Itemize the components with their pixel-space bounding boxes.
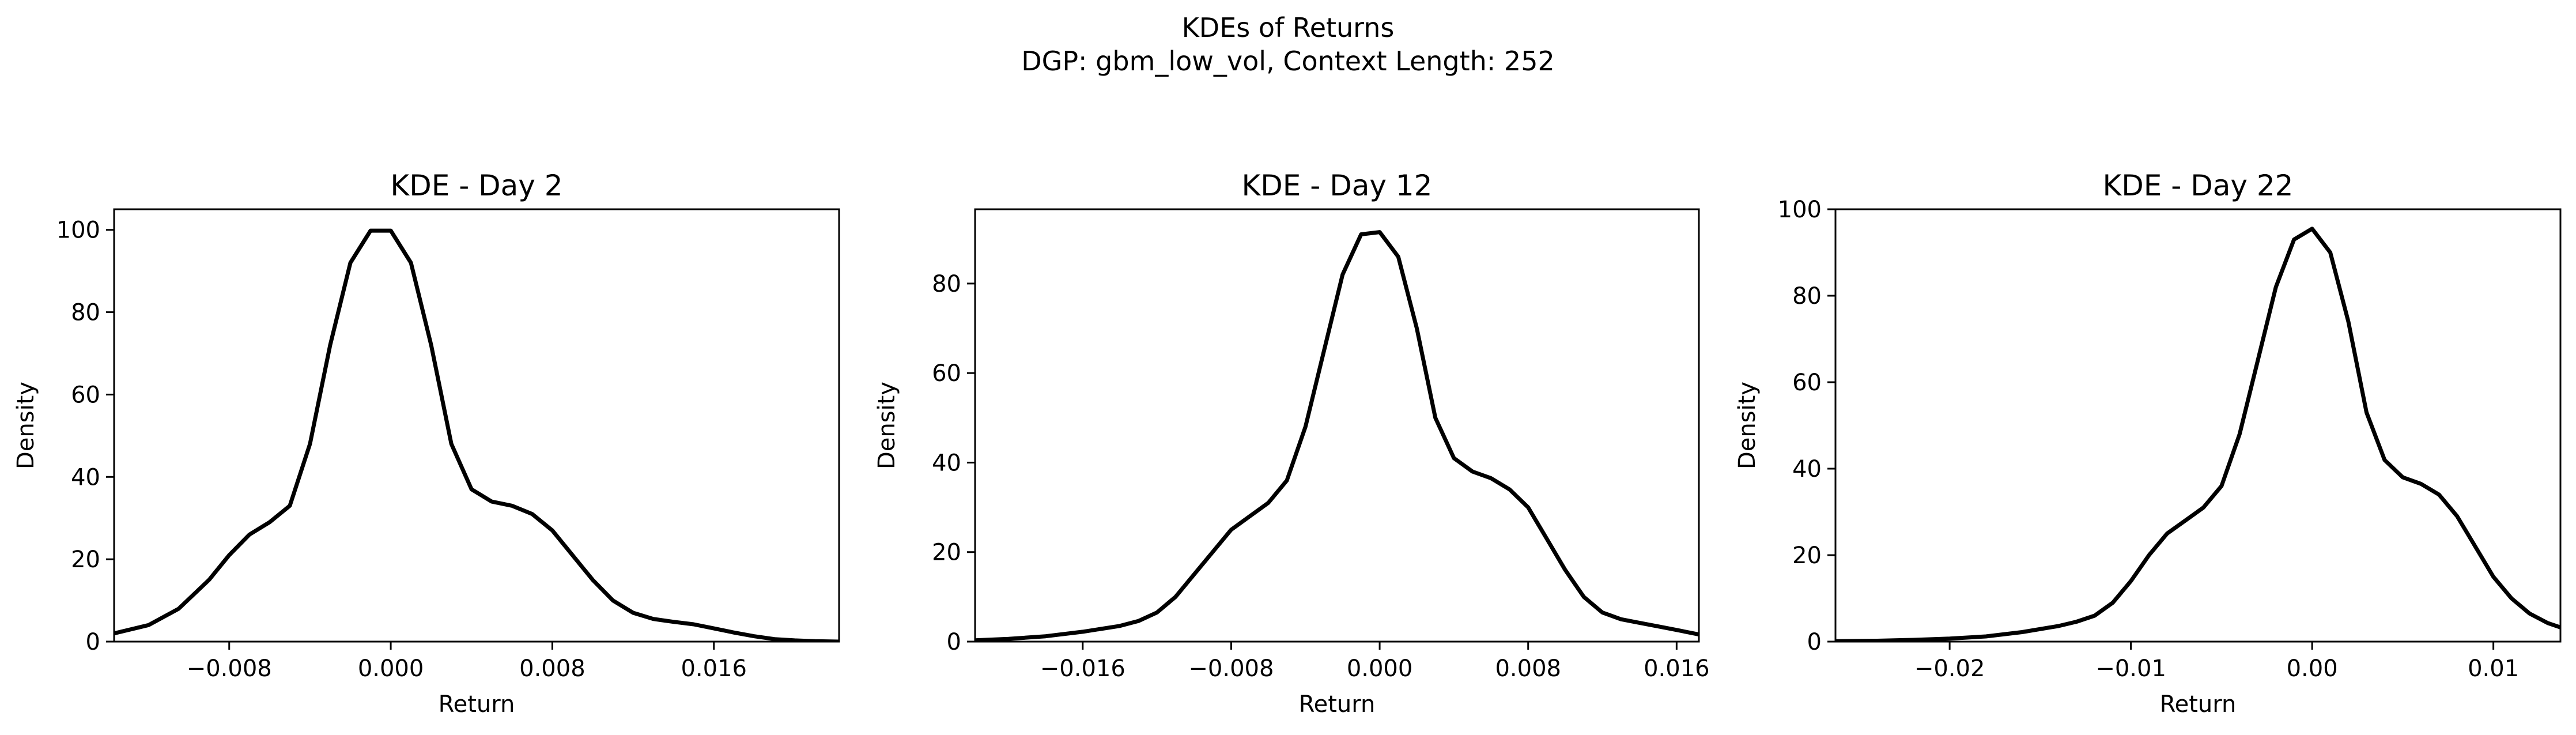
x-tick-label: 0.008 [1495, 655, 1561, 682]
x-tick-label: −0.02 [1914, 655, 1985, 682]
x-tick-label: 0.00 [2287, 655, 2338, 682]
x-tick-label: −0.016 [1040, 655, 1125, 682]
y-axis-label: Density [874, 382, 900, 469]
axes-frame [1834, 208, 2562, 643]
figure-title-line-1: KDEs of Returns [1182, 12, 1395, 43]
y-tick-label: 40 [1792, 456, 1822, 483]
y-tick-label: 80 [1792, 283, 1822, 310]
x-axis-label: Return [439, 691, 515, 718]
y-tick-label: 80 [932, 271, 961, 297]
y-tick-label: 20 [1792, 542, 1822, 569]
subplot-2: KDE - Day 12 −0.016 −0.008 0.000 0.008 0.016 0… [874, 169, 1710, 718]
x-tick-label: 0.000 [1347, 655, 1413, 682]
y-tick-label: 0 [1807, 629, 1822, 655]
y-tick-label: 20 [71, 546, 100, 573]
subplot-3: KDE - Day 22 −0.02 −0.01 0.00 0.01 0 20 40 60 80 1… [1734, 169, 2562, 718]
y-axis-label: Density [13, 382, 39, 469]
x-tick-label: −0.008 [1188, 655, 1274, 682]
subplot-title: KDE - Day 22 [2103, 169, 2294, 202]
kde-curve [975, 230, 1699, 642]
y-tick-label: 0 [86, 629, 100, 655]
x-tick-label: −0.008 [187, 655, 272, 682]
y-tick-label: 40 [71, 464, 100, 491]
subplot-title: KDE - Day 2 [390, 169, 562, 202]
y-tick-label: 60 [1792, 370, 1822, 396]
x-axis-label: Return [1299, 691, 1376, 718]
x-tick-label: 0.01 [2468, 655, 2519, 682]
y-tick-label: 60 [71, 382, 100, 408]
y-tick-label: 60 [932, 360, 961, 387]
kde-curve [1835, 227, 2560, 642]
y-tick-label: 20 [932, 540, 961, 566]
subplots: KDE - Day 2−0.008 0.000 0.008 0.01602040608… [13, 169, 2562, 718]
axes-frame [974, 208, 1700, 643]
x-axis-label: Return [2160, 691, 2237, 718]
x-tick-label: 0.016 [1644, 655, 1710, 682]
x-tick-label: 0.008 [519, 655, 586, 682]
y-axis-label: Density [1734, 382, 1761, 469]
y-tick-label: 0 [947, 629, 961, 655]
figure-title-line-2: DGP: gbm_low_vol, Context Length: 252 [1021, 46, 1554, 77]
subplot-title: KDE - Day 12 [1242, 169, 1433, 202]
y-tick-label: 100 [56, 217, 100, 244]
y-tick-label: 80 [71, 300, 100, 326]
y-tick-label: 40 [932, 450, 961, 476]
axes-frame [113, 208, 840, 643]
x-tick-label: 0.000 [358, 655, 424, 682]
y-tick-label: 100 [1778, 197, 1822, 223]
x-tick-label: 0.016 [681, 655, 747, 682]
kde-curve [114, 228, 839, 642]
x-tick-label: −0.01 [2095, 655, 2166, 682]
subplot-1: KDE - Day 2 −0.008 0.000 0.008 0.016 0 20 40 60 8… [13, 169, 840, 718]
